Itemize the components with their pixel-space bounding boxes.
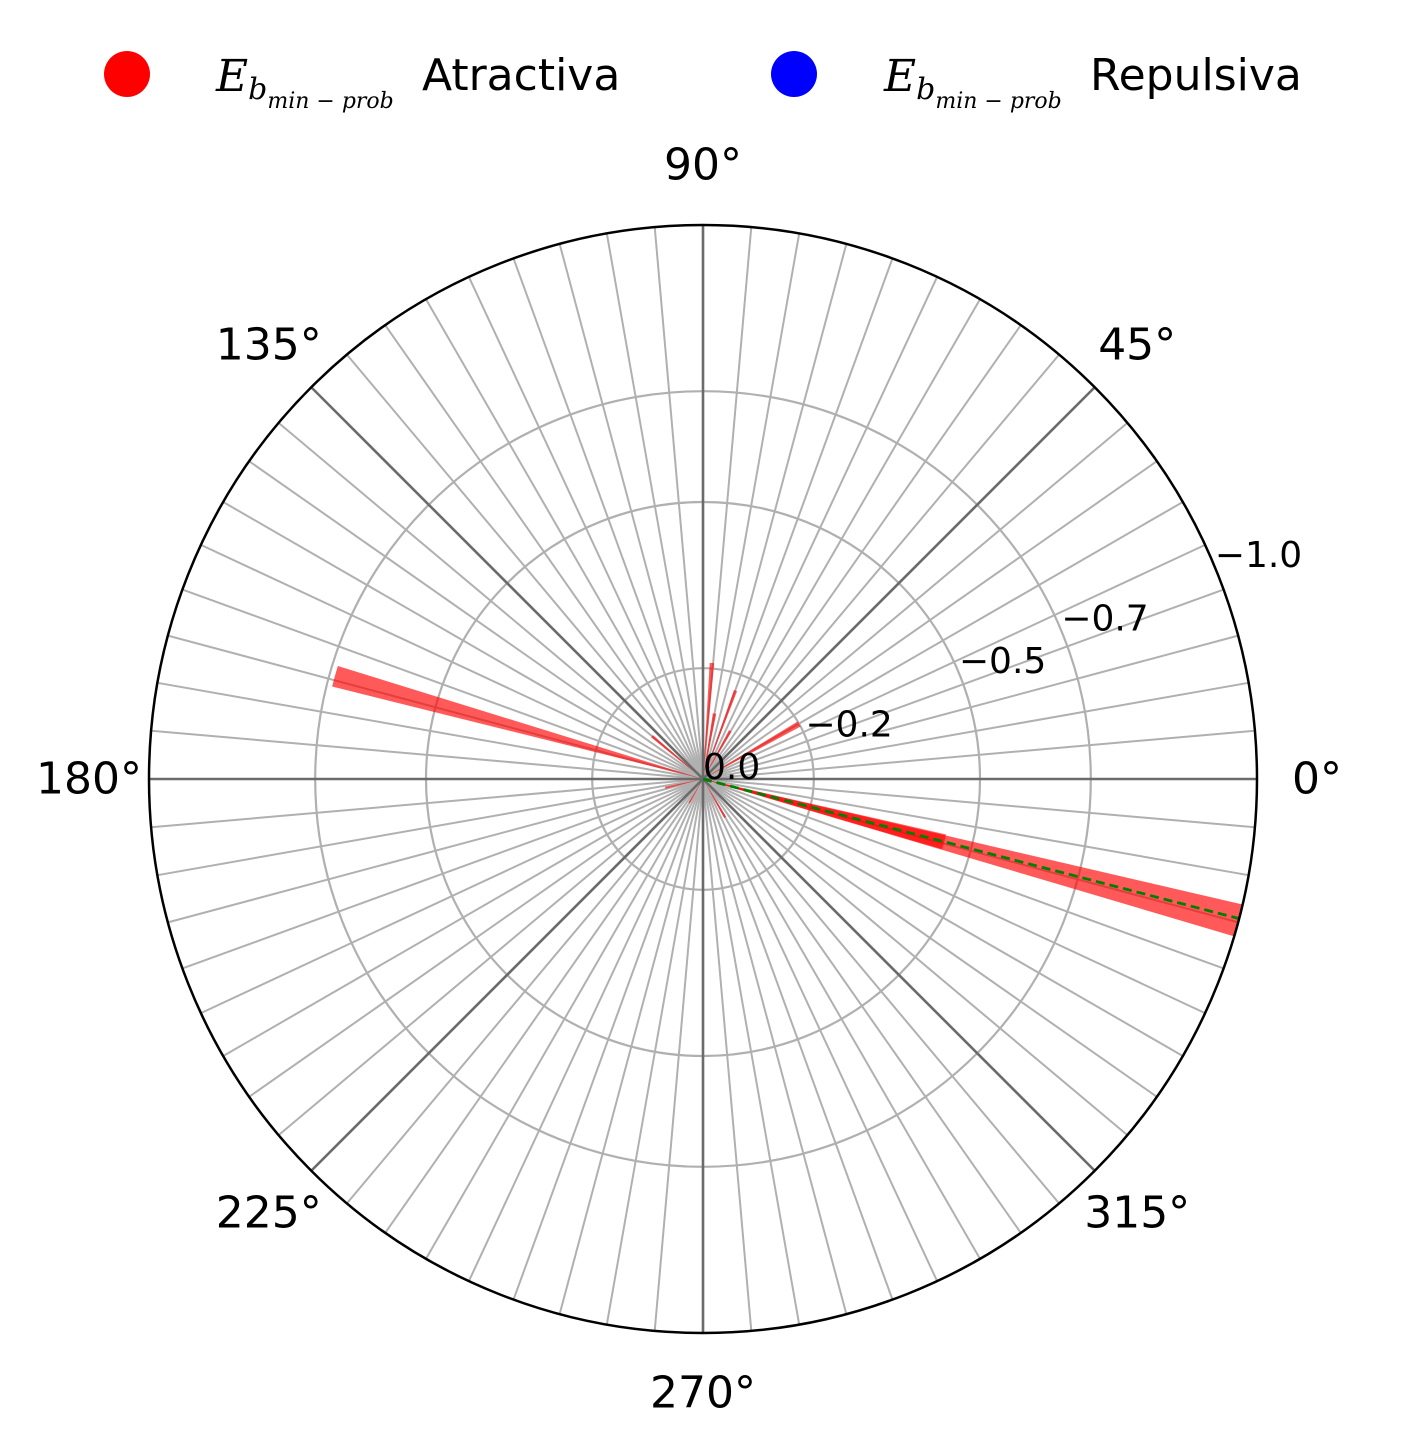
theta-tick-label: 135° — [216, 319, 322, 370]
legend-symbol-base: E — [883, 51, 916, 102]
theta-tick-labels: 0° 45° 90° 135° 180° 225° 270° 315° — [36, 140, 1342, 1419]
legend-label-repulsive: Repulsiva — [1090, 50, 1302, 101]
polar-bar — [332, 665, 703, 779]
legend: Ebmin − prob Atractiva Ebmin − prob Repu… — [104, 50, 1302, 114]
theta-major-gridline — [310, 778, 704, 1172]
polar-bar — [703, 730, 732, 779]
theta-major-gridline — [702, 778, 1096, 1172]
legend-symbol-sub1: b — [916, 72, 935, 107]
polar-bar — [688, 779, 703, 804]
theta-major-gridline — [310, 386, 704, 780]
legend-symbol-sub2: min − prob — [935, 89, 1061, 114]
theta-tick-label: 270° — [650, 1368, 756, 1419]
legend-symbol-attractive: Ebmin − prob — [215, 51, 394, 114]
legend-marker-repulsive — [771, 51, 817, 97]
r-tick-label: −0.5 — [959, 641, 1046, 682]
r-tick-label: −1.0 — [1215, 535, 1302, 576]
legend-item-repulsive: Ebmin − prob Repulsiva — [771, 50, 1302, 114]
polar-bar — [703, 779, 947, 850]
polar-bar — [703, 779, 727, 818]
theta-tick-label: 45° — [1098, 319, 1176, 370]
legend-marker-attractive — [104, 51, 150, 97]
polar-bar — [703, 713, 717, 779]
polar-bar — [703, 690, 738, 779]
polar-bar — [703, 662, 715, 779]
legend-symbol-sub2: min − prob — [267, 89, 393, 114]
r-tick-labels: 0.0 −0.2 −0.5 −0.7 −1.0 — [703, 535, 1302, 788]
theta-tick-label: 315° — [1084, 1188, 1190, 1239]
legend-item-attractive: Ebmin − prob Atractiva — [104, 50, 620, 114]
polar-bar — [651, 735, 703, 779]
r-tick-label: 0.0 — [703, 747, 760, 788]
polar-bar — [703, 721, 801, 779]
theta-tick-label: 225° — [216, 1188, 322, 1239]
legend-symbol-base: E — [215, 51, 248, 102]
reference-line-dashed — [702, 777, 1240, 921]
polar-frame — [147, 223, 1259, 1335]
theta-major-gridline — [702, 386, 1096, 780]
theta-tick-label: 180° — [36, 754, 142, 805]
r-tick-label: −0.2 — [805, 705, 892, 746]
theta-tick-label: 90° — [664, 140, 742, 191]
reference-line — [702, 777, 1240, 921]
r-tick-label: −0.7 — [1061, 599, 1148, 640]
polar-bar — [665, 779, 703, 789]
bars — [332, 662, 1243, 937]
legend-symbol-sub1: b — [248, 72, 267, 107]
legend-symbol-repulsive: Ebmin − prob — [883, 51, 1062, 114]
legend-label-attractive: Atractiva — [422, 50, 620, 101]
theta-tick-label: 0° — [1292, 754, 1342, 805]
major-grid — [149, 225, 1257, 1333]
